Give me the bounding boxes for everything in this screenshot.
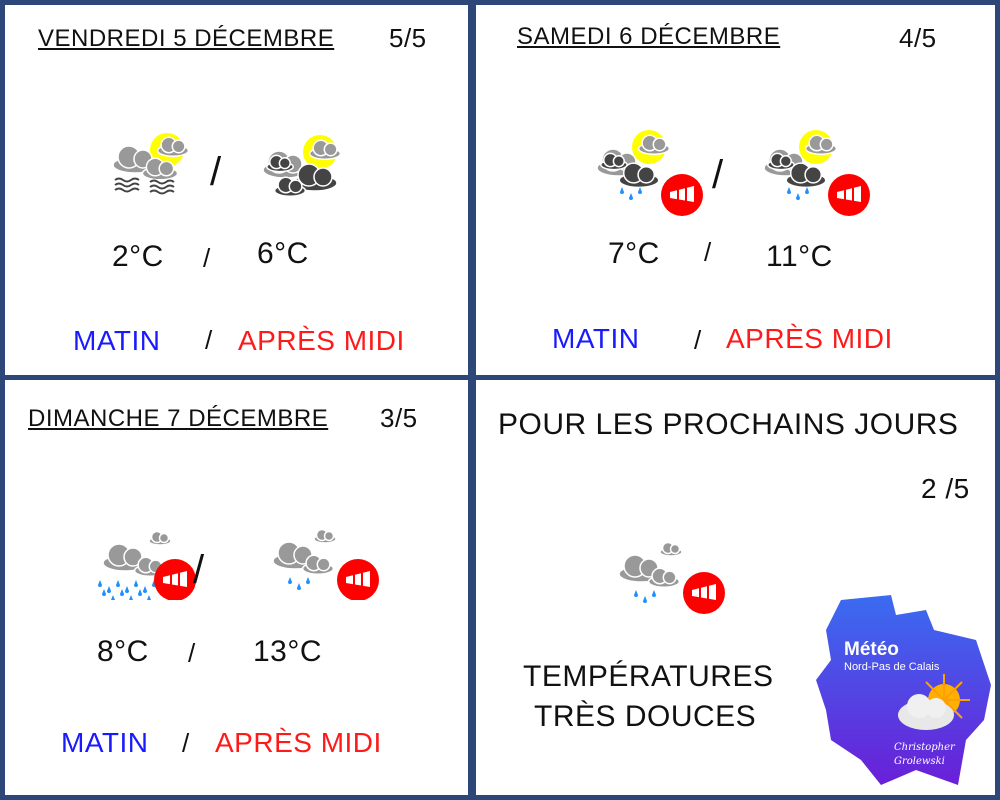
logo-author: Grolewski xyxy=(894,756,945,767)
separator: / xyxy=(205,325,213,355)
sun-dark-cloud-icon xyxy=(262,135,342,197)
temp-afternoon: 11°C xyxy=(766,240,833,273)
afternoon-label: APRÈS MIDI xyxy=(726,323,893,354)
separator: / xyxy=(188,638,196,668)
score: 3/5 xyxy=(380,403,418,433)
separator: / xyxy=(712,153,724,197)
morning-label: MATIN xyxy=(61,727,149,758)
meteo-logo: Météo Nord-Pas de Calais Christopher Gro… xyxy=(816,590,996,795)
score: 5/5 xyxy=(389,23,427,53)
day-title: Dimanche 7 décembre xyxy=(28,405,329,432)
separator: / xyxy=(210,150,222,194)
separator: / xyxy=(182,728,190,758)
rain-wind-icon xyxy=(618,541,725,614)
afternoon-label: APRÈS MIDI xyxy=(238,325,405,356)
logo-subtitle: Nord-Pas de Calais xyxy=(844,661,940,673)
outlook-text-line2: TRÈS DOUCES xyxy=(534,700,757,733)
separator: / xyxy=(203,243,211,273)
sun-rain-wind-icon xyxy=(763,130,870,216)
separator: / xyxy=(704,237,712,267)
day-title: Samedi 6 décembre xyxy=(517,23,781,50)
rain-wind-icon xyxy=(272,528,379,600)
afternoon-label: APRÈS MIDI xyxy=(215,727,382,758)
day-panel-friday: Vendredi 5 décembre 5/5 / 2°C / 6°C MATI… xyxy=(5,5,468,375)
outlook-title: POUR LES PROCHAINS JOURS xyxy=(498,408,959,441)
score: 4/5 xyxy=(899,23,937,53)
score: 2 /5 xyxy=(921,473,970,504)
day-title: Vendredi 5 décembre xyxy=(38,25,335,52)
sun-rain-wind-icon xyxy=(596,130,703,216)
outlook-panel: POUR LES PROCHAINS JOURS 2 /5 TEMPÉRATUR… xyxy=(476,380,995,795)
fog-sun-cloud-icon xyxy=(112,133,190,195)
morning-label: MATIN xyxy=(73,325,161,356)
logo-author: Christopher xyxy=(894,742,956,753)
day-panel-sunday: Dimanche 7 décembre 3/5 / 8°C / 13°C MAT… xyxy=(5,380,468,795)
heavy-rain-wind-icon xyxy=(98,530,196,600)
separator: / xyxy=(193,548,205,592)
morning-label: MATIN xyxy=(552,323,640,354)
temp-morning: 7°C xyxy=(608,237,660,270)
temp-morning: 8°C xyxy=(97,635,149,668)
outlook-text-line1: TEMPÉRATURES xyxy=(523,660,774,693)
temp-afternoon: 13°C xyxy=(253,635,323,668)
temp-afternoon: 6°C xyxy=(257,237,309,270)
temp-morning: 2°C xyxy=(112,240,164,273)
day-panel-saturday: Samedi 6 décembre 4/5 / 7°C / 11°C MATIN… xyxy=(476,5,995,375)
logo-title: Météo xyxy=(844,639,899,660)
separator: / xyxy=(694,325,702,355)
